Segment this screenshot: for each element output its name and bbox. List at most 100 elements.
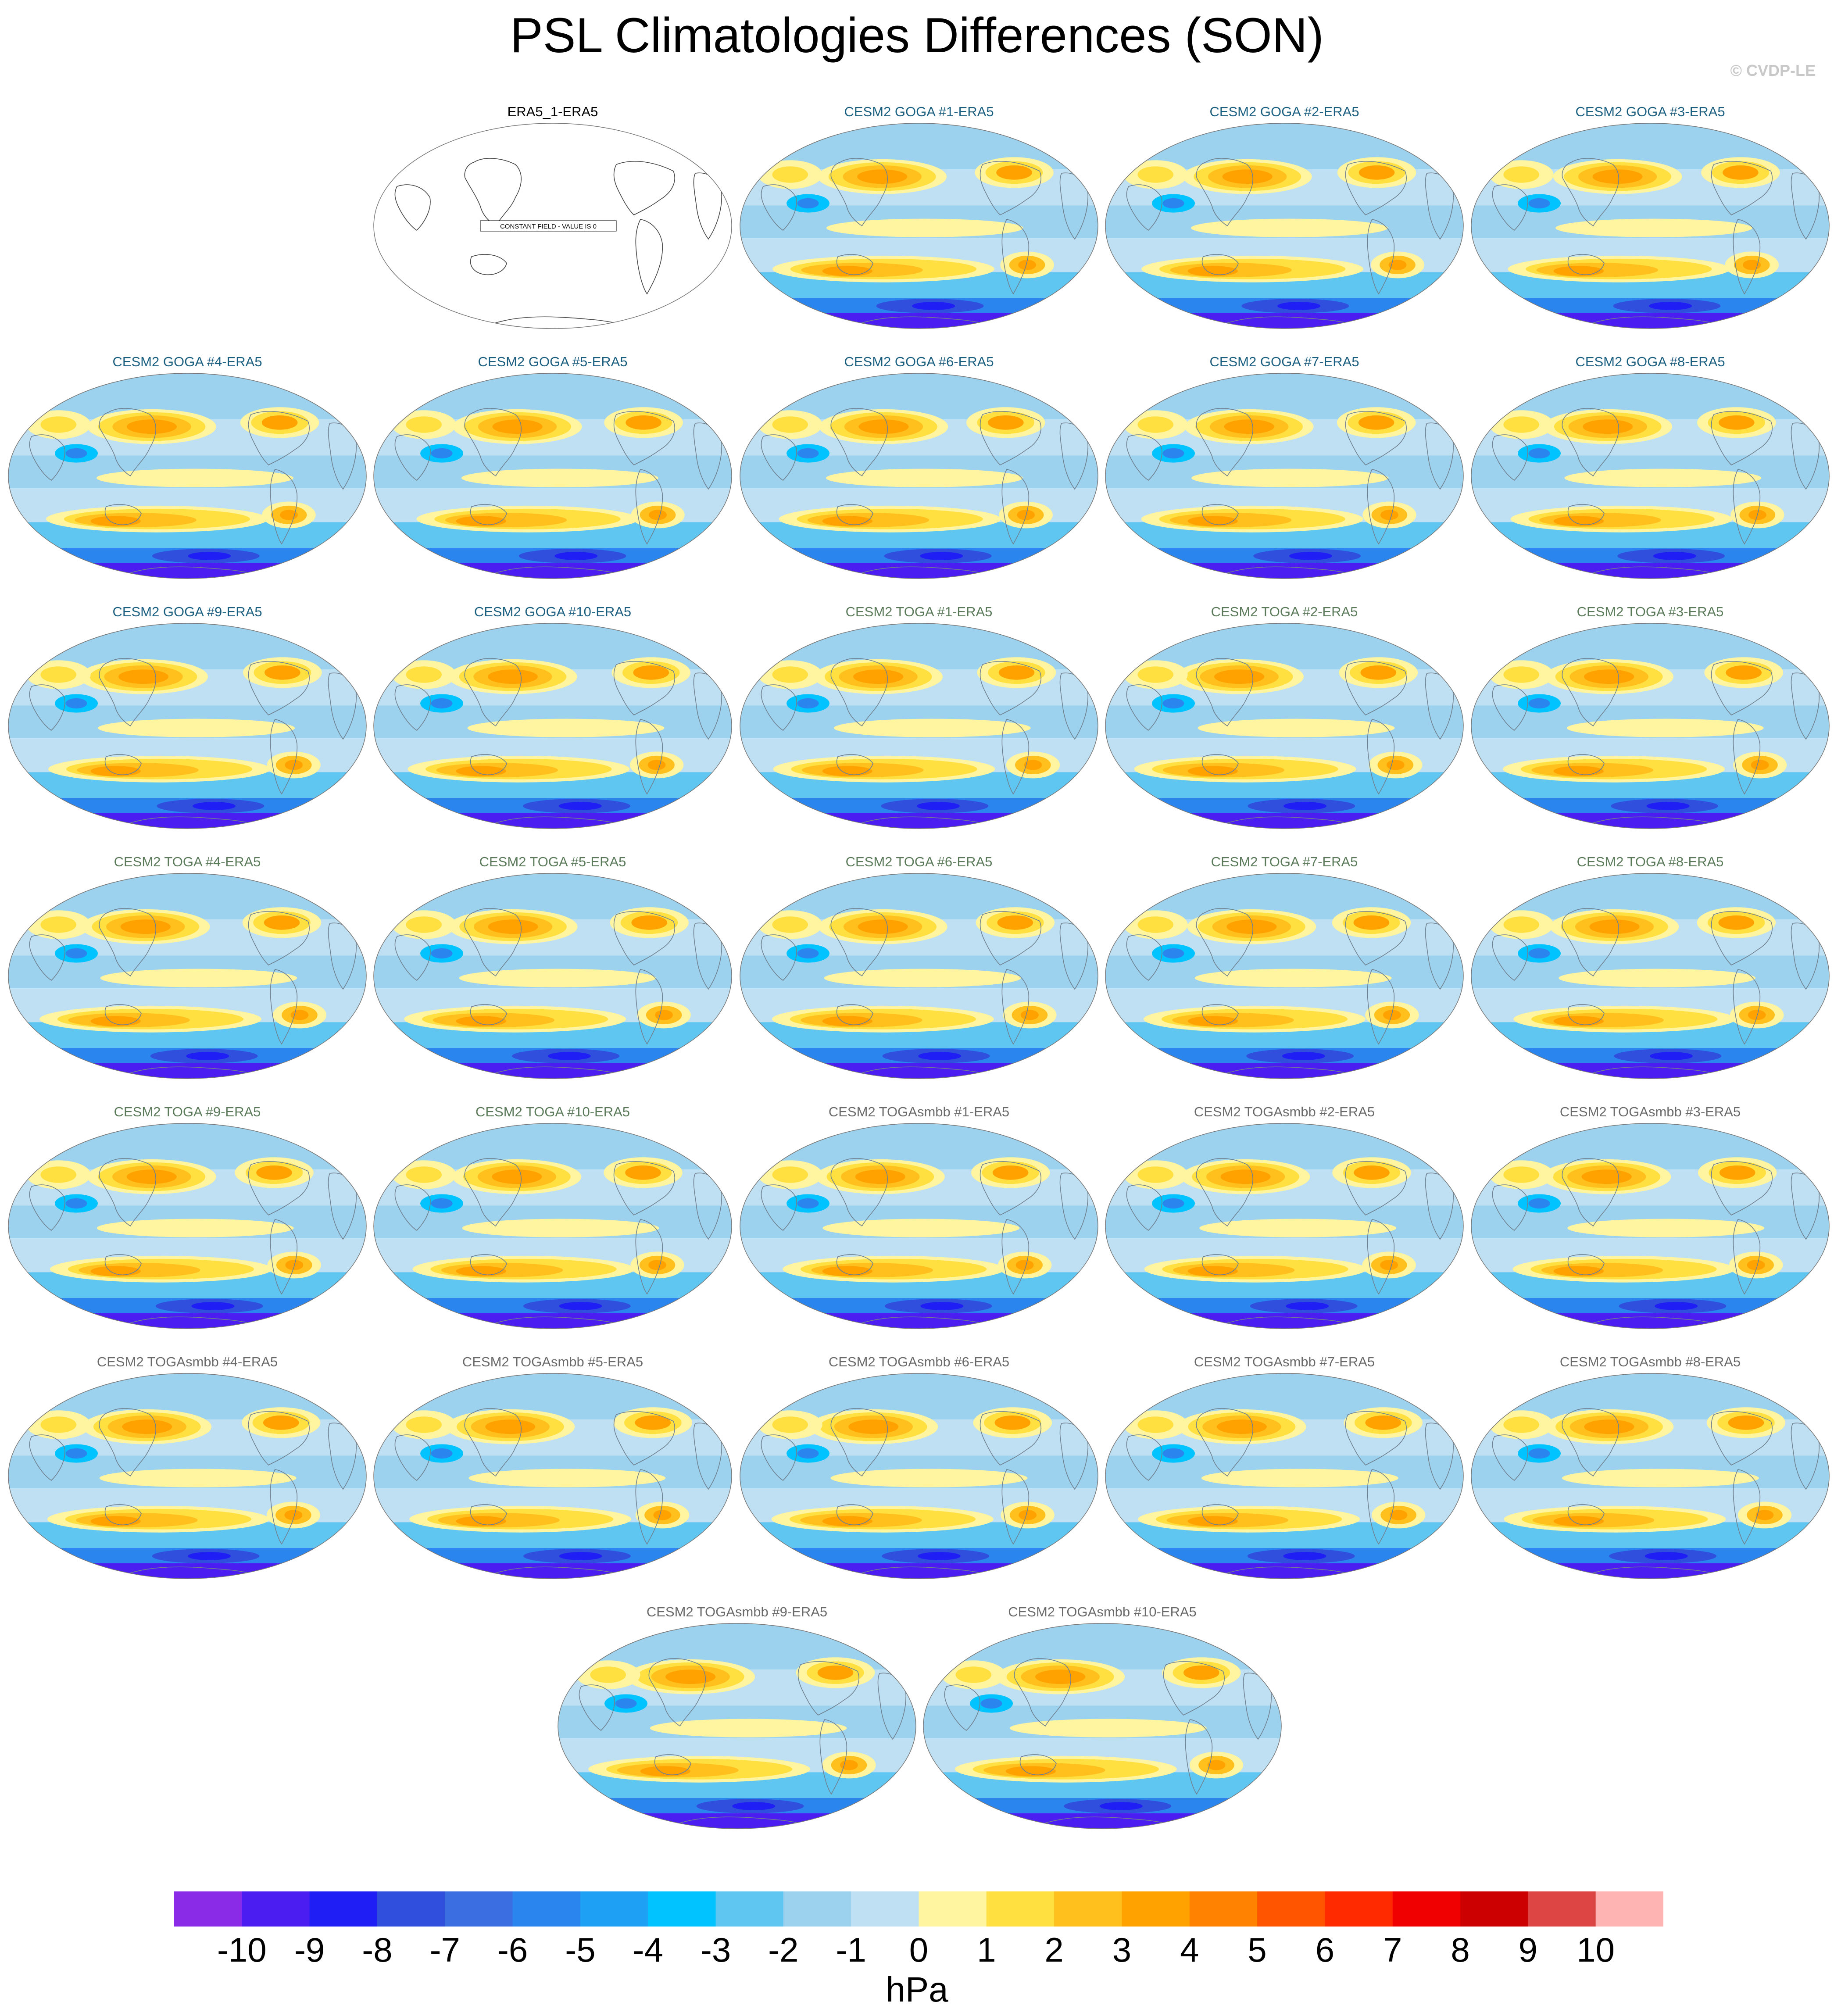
coastline — [836, 254, 873, 275]
contour-fill — [822, 1016, 872, 1026]
colorbar-swatch — [309, 1891, 378, 1927]
coastline — [270, 969, 298, 1045]
contour-fill — [772, 1166, 808, 1183]
contour-fill — [188, 1552, 231, 1560]
coastline — [635, 1219, 663, 1295]
map-border — [1471, 873, 1830, 1079]
colorbar-tick-label: 5 — [1248, 1930, 1267, 1969]
coastline — [29, 434, 65, 481]
contour-fill — [456, 1516, 506, 1526]
map-panel: CESM2 GOGA #3-ERA5 — [1468, 103, 1832, 331]
contour-fill — [912, 302, 955, 310]
contour-fill — [1207, 1760, 1226, 1770]
coastline — [470, 1004, 507, 1025]
coastline — [1126, 934, 1162, 981]
coastline — [1492, 934, 1528, 981]
contour-fill — [647, 760, 666, 770]
coastline — [464, 1158, 522, 1227]
panel-title: CESM2 GOGA #9-ERA5 — [112, 604, 262, 619]
contour-fill — [374, 1563, 732, 1579]
coastline — [980, 661, 1041, 715]
contour-fill — [615, 1698, 637, 1709]
contour-fill — [558, 1813, 916, 1829]
robinson-map — [740, 123, 1098, 329]
colorbar-tick-label: -5 — [565, 1930, 596, 1969]
coastline — [980, 411, 1041, 465]
coastline — [248, 1411, 310, 1466]
contour-fill — [797, 1198, 819, 1209]
contour-fill — [772, 166, 808, 183]
contour-fill — [1388, 260, 1407, 270]
coastline — [1733, 469, 1761, 545]
coastline — [1345, 1411, 1407, 1466]
contour-fill — [263, 1415, 299, 1430]
contour-fill — [1471, 1063, 1829, 1079]
contour-fill — [855, 1169, 906, 1184]
contour-fill — [99, 1469, 297, 1487]
colorbar-swatch — [174, 1891, 242, 1927]
coastline — [579, 1684, 615, 1731]
coastline — [635, 469, 663, 545]
contour-fill — [559, 1302, 602, 1310]
contour-fill — [456, 516, 506, 526]
map-border — [1105, 1123, 1464, 1329]
coastline — [1201, 1254, 1239, 1275]
coastline — [1126, 684, 1162, 731]
coastline — [29, 1184, 65, 1231]
colorbar-tick-label: 4 — [1180, 1930, 1199, 1969]
contour-fill — [1389, 1510, 1408, 1520]
colorbar-swatch — [1325, 1891, 1393, 1927]
contour-fill — [980, 1698, 1002, 1709]
contour-fill — [1105, 563, 1463, 579]
contour-fill — [90, 516, 141, 526]
contour-fill — [374, 563, 732, 579]
map-panel: CESM2 TOGA #7-ERA5 — [1102, 853, 1466, 1081]
coastline — [761, 184, 797, 231]
contour-fill — [1105, 1063, 1463, 1079]
contour-fill — [1528, 698, 1550, 709]
panel-title: CESM2 TOGAsmbb #10-ERA5 — [1008, 1604, 1197, 1619]
contour-fill — [923, 1813, 1281, 1829]
coastline — [1733, 219, 1761, 295]
contour-fill — [459, 969, 656, 987]
contour-fill — [406, 416, 442, 433]
contour-fill — [1018, 260, 1037, 270]
coastline — [470, 1254, 507, 1275]
map-border — [740, 873, 1098, 1079]
contour-fill — [1503, 666, 1540, 683]
coastline — [1163, 1661, 1225, 1716]
contour-fill — [456, 1016, 506, 1026]
coastline — [830, 158, 888, 227]
map-panel: CESM2 TOGAsmbb #4-ERA5 — [5, 1353, 369, 1581]
map-panel: CESM2 TOGA #3-ERA5 — [1468, 603, 1832, 831]
robinson-map — [1471, 373, 1830, 579]
contour-fill — [406, 1416, 442, 1433]
contour-fill — [822, 516, 872, 526]
contour-fill — [462, 1219, 659, 1237]
coastline — [29, 1434, 65, 1481]
contour-fill — [65, 698, 87, 709]
coastline — [1201, 1004, 1239, 1025]
robinson-map — [740, 373, 1098, 579]
contour-fill — [635, 1415, 671, 1430]
contour-fill — [122, 1419, 172, 1434]
contour-fill — [1015, 1260, 1034, 1270]
contour-fill — [1105, 813, 1463, 829]
panel-title: CESM2 TOGAsmbb #9-ERA5 — [646, 1604, 828, 1619]
contour-fill — [1553, 266, 1604, 276]
contour-fill — [1718, 915, 1755, 930]
contour-fill — [97, 468, 293, 487]
robinson-map — [1105, 1123, 1464, 1329]
contour-fill — [917, 1552, 961, 1560]
contour-fill — [406, 666, 442, 683]
coastline — [1345, 661, 1407, 715]
map-border — [740, 123, 1098, 329]
panel-title: CESM2 GOGA #8-ERA5 — [1575, 354, 1725, 369]
coastline — [464, 158, 522, 227]
contour-fill — [547, 1052, 591, 1060]
contour-fill — [467, 718, 665, 737]
coastline — [1562, 908, 1619, 977]
map-border — [373, 123, 732, 329]
map-border — [373, 1123, 732, 1329]
coastline — [761, 434, 797, 481]
